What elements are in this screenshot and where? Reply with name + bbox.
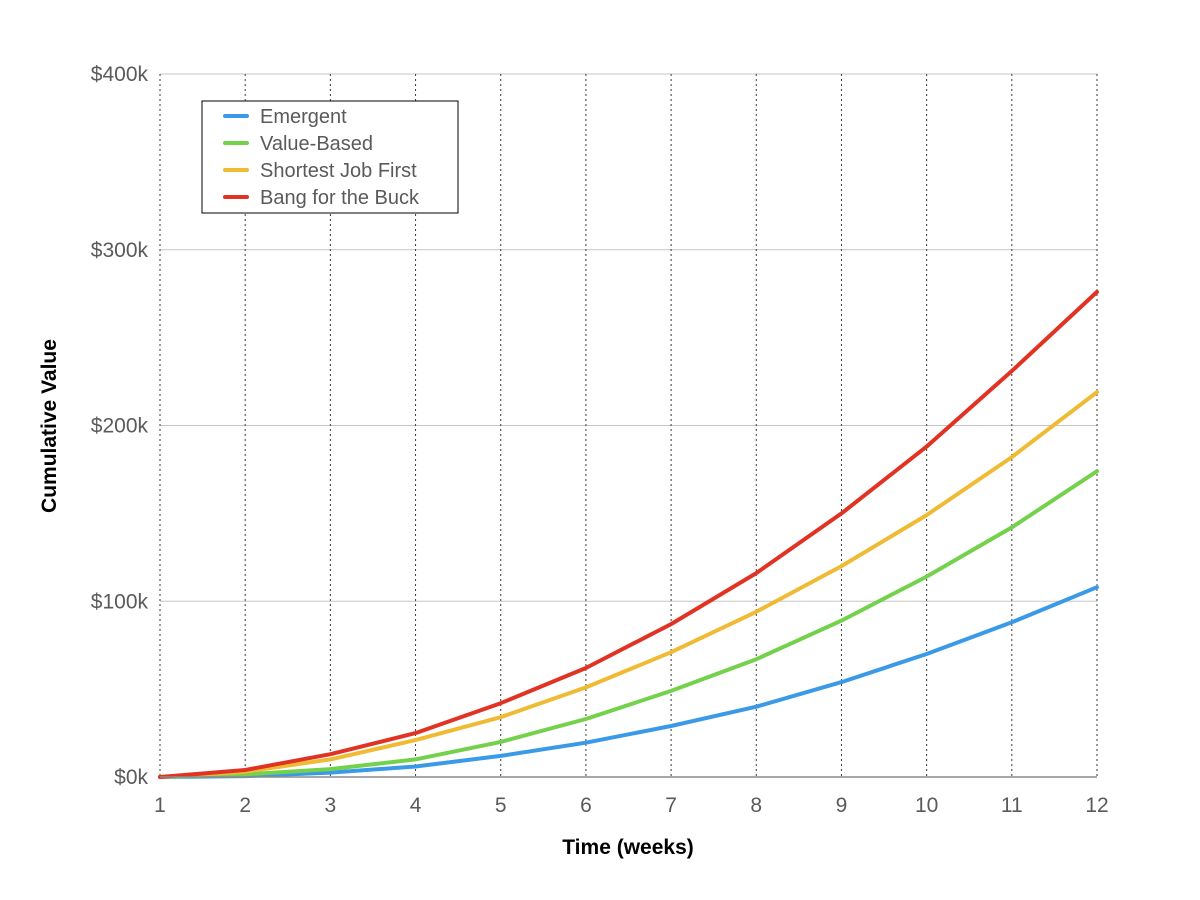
x-tick-label: 1	[154, 794, 166, 817]
x-tick-label: 2	[239, 794, 251, 817]
legend: Emergent Value-Based Shortest Job First Ban…	[201, 100, 459, 214]
series-line-shortest-job-first	[158, 390, 1099, 779]
legend-label-shortest-job-first: Shortest Job First	[260, 160, 417, 182]
x-axis-title: Time (weeks)	[562, 836, 694, 859]
legend-box	[201, 100, 459, 214]
legend-label-value-based: Value-Based	[260, 133, 373, 155]
legend-label-bang-for-the-buck: Bang for the Buck	[260, 187, 420, 209]
y-tick-label: $300k	[91, 239, 149, 262]
series-line-value-based	[158, 469, 1099, 779]
x-tick-label: 3	[325, 794, 337, 817]
x-tick-label: 8	[750, 794, 762, 817]
x-tick-label: 5	[495, 794, 507, 817]
y-tick-label: $400k	[91, 63, 149, 86]
series-line-emergent	[158, 585, 1099, 779]
x-tick-label: 7	[665, 794, 677, 817]
y-tick-label: $100k	[91, 590, 149, 613]
y-tick-label: $200k	[91, 415, 149, 438]
series-line-bang-for-the-buck	[158, 289, 1099, 779]
gridlines	[159, 73, 1098, 777]
x-tick-label: 10	[915, 794, 938, 817]
x-tick-label: 6	[580, 794, 592, 817]
series-lines	[158, 289, 1099, 779]
y-axis-title: Cumulative Value	[38, 339, 61, 513]
y-tick-label: $0k	[114, 766, 148, 789]
x-tick-label: 12	[1085, 794, 1108, 817]
x-tick-label: 9	[836, 794, 848, 817]
x-tick-label: 11	[1001, 794, 1023, 817]
x-tick-label: 4	[410, 794, 422, 817]
legend-label-emergent: Emergent	[260, 106, 347, 128]
